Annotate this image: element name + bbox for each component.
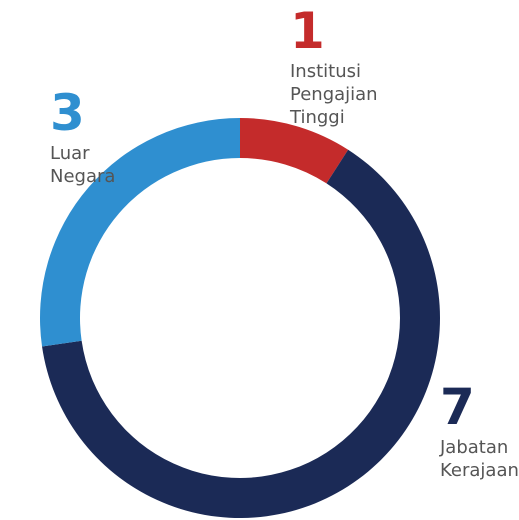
category-label: Institusi Pengajian Tinggi	[290, 61, 378, 128]
donut-slice	[240, 118, 349, 184]
category-label: Jabatan Kerajaan	[440, 437, 519, 481]
category-label: Luar Negara	[50, 143, 116, 187]
value-label: 7	[440, 378, 475, 436]
value-label: 3	[50, 84, 85, 142]
slice-label: 7 Jabatan Kerajaan	[440, 378, 519, 482]
slice-label: 3 Luar Negara	[50, 84, 116, 188]
donut-slice	[39, 118, 240, 347]
slice-label: 1 Institusi Pengajian Tinggi	[290, 2, 378, 129]
value-label: 1	[290, 2, 325, 60]
